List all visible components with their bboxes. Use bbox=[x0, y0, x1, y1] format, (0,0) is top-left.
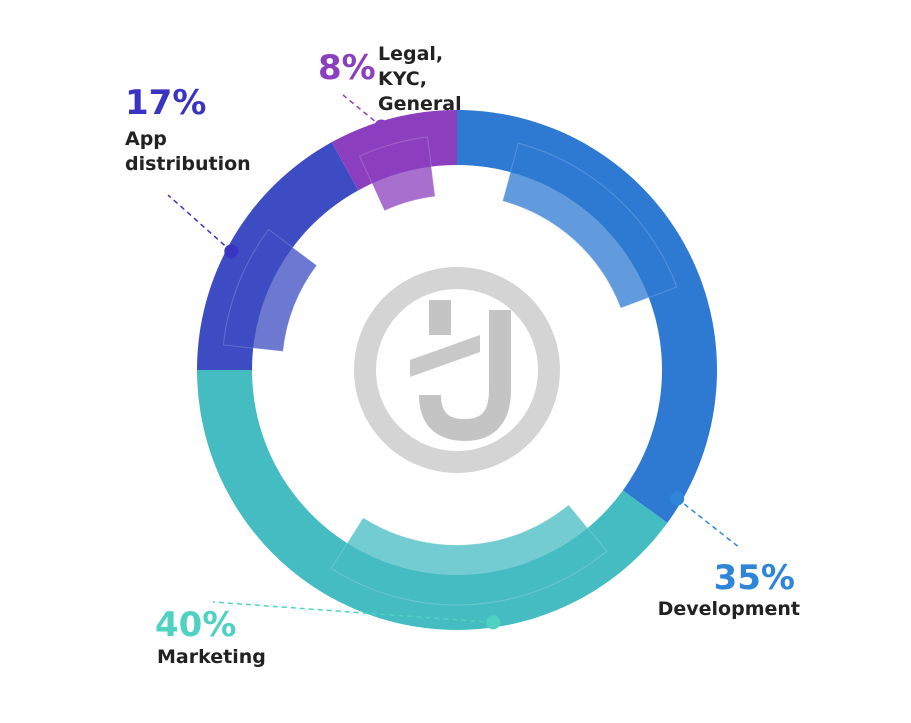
leader-line bbox=[676, 497, 741, 549]
leader-line bbox=[167, 194, 232, 252]
leader-dot bbox=[486, 615, 501, 630]
leader-dot bbox=[374, 119, 389, 134]
value-label: 8% bbox=[318, 48, 376, 88]
leader-line bbox=[212, 601, 494, 624]
leader-dot bbox=[670, 491, 685, 506]
center-logo bbox=[354, 267, 560, 473]
value-label: 35% bbox=[713, 558, 795, 598]
value-label: 40% bbox=[155, 605, 237, 645]
leader-dot bbox=[224, 244, 239, 259]
category-label: Development bbox=[657, 598, 800, 620]
slice-highlight bbox=[502, 142, 678, 309]
value-label: 17% bbox=[125, 83, 207, 123]
leader-line bbox=[342, 94, 382, 128]
slice-highlight bbox=[330, 504, 608, 606]
category-label: Marketing bbox=[157, 646, 266, 668]
slice-highlight bbox=[222, 228, 318, 352]
category-label: Legal, KYC, General bbox=[378, 43, 462, 115]
slice bbox=[457, 110, 717, 523]
category-label: App distribution bbox=[125, 128, 251, 175]
slice-highlight bbox=[358, 136, 436, 212]
